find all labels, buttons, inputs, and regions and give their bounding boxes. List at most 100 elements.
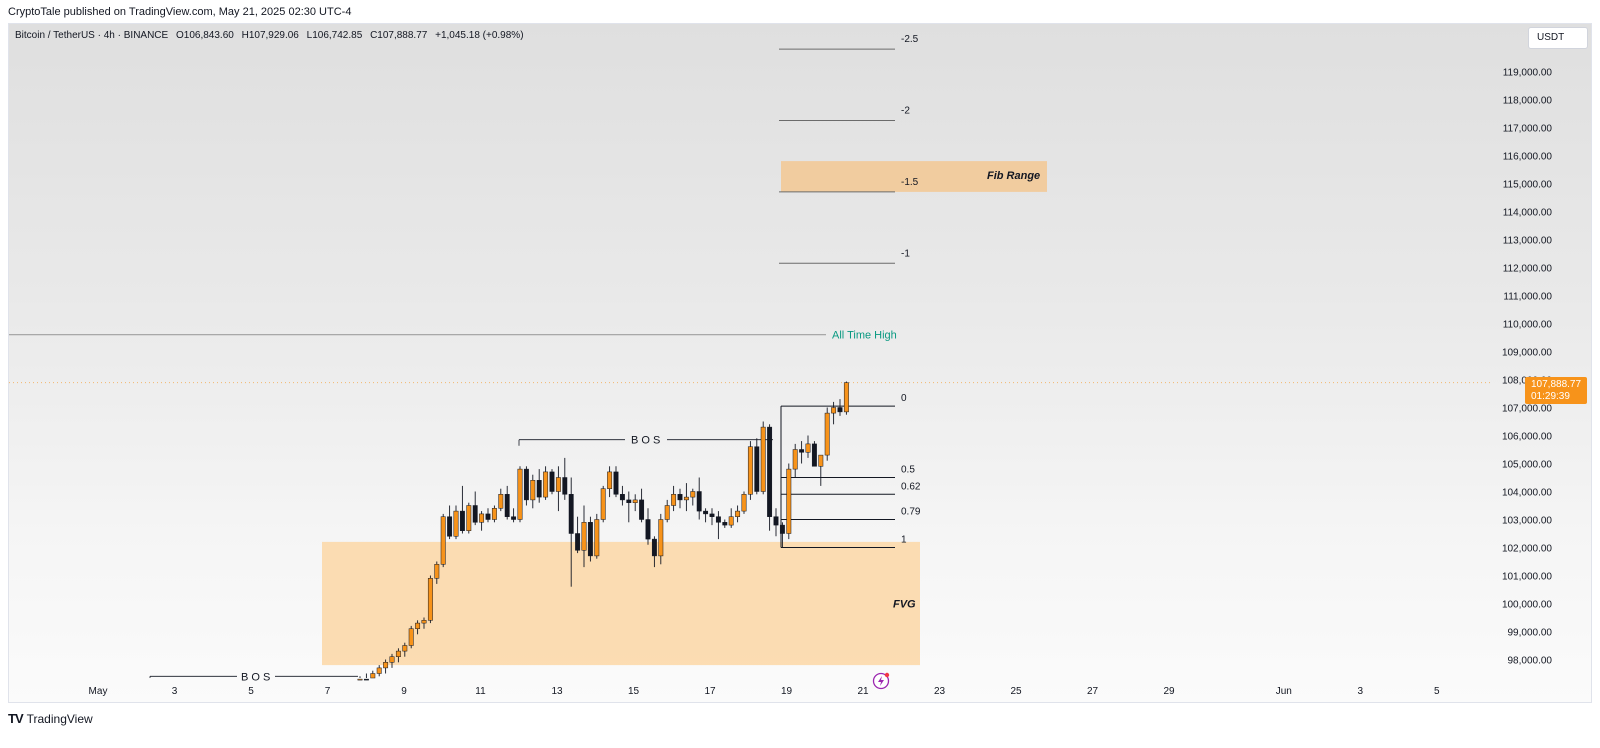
candle bbox=[530, 474, 536, 509]
candle-body bbox=[709, 513, 715, 517]
candle bbox=[741, 491, 747, 514]
candle bbox=[485, 508, 491, 523]
y-tick-label: 99,000.00 bbox=[1508, 628, 1553, 639]
candle-body bbox=[600, 488, 606, 520]
y-tick-label: 114,000.00 bbox=[1503, 208, 1553, 219]
candle-body bbox=[440, 516, 446, 565]
last-price-value: 107,888.77 bbox=[1531, 379, 1582, 390]
candle bbox=[459, 485, 465, 534]
candle-body bbox=[498, 494, 504, 509]
candle bbox=[434, 561, 440, 584]
candle bbox=[383, 659, 389, 674]
candle-body bbox=[459, 510, 465, 531]
fib-range-label: Fib Range bbox=[987, 170, 1040, 182]
candle bbox=[370, 670, 376, 679]
y-tick-label: 112,000.00 bbox=[1503, 264, 1553, 275]
candle-body bbox=[671, 494, 677, 506]
candle-body bbox=[607, 471, 613, 489]
fib-level-label: 0 bbox=[901, 393, 907, 404]
candle-body bbox=[747, 446, 753, 495]
candle-body bbox=[453, 510, 459, 537]
candle-body bbox=[466, 505, 472, 531]
tradingview-logo[interactable]: TV TradingView bbox=[8, 711, 93, 726]
candle-body bbox=[434, 564, 440, 579]
candle-body bbox=[664, 505, 670, 520]
candle bbox=[472, 491, 478, 526]
candle bbox=[728, 508, 734, 528]
candle bbox=[709, 508, 715, 526]
candle bbox=[651, 536, 657, 568]
candle-body bbox=[575, 533, 581, 551]
candle bbox=[440, 513, 446, 568]
candle bbox=[613, 466, 619, 498]
candle-body bbox=[626, 499, 632, 503]
fib-level-label: -1.5 bbox=[901, 177, 919, 188]
candle bbox=[779, 522, 785, 548]
candle bbox=[600, 485, 606, 523]
candle-body bbox=[523, 468, 529, 501]
candle bbox=[690, 488, 696, 506]
y-tick-label: 101,000.00 bbox=[1502, 572, 1552, 583]
candle-body bbox=[792, 449, 798, 470]
candle bbox=[389, 653, 395, 668]
candle bbox=[376, 665, 382, 677]
symbol-name[interactable]: Bitcoin / TetherUS · 4h · BINANCE bbox=[15, 30, 169, 41]
candle bbox=[831, 401, 837, 425]
x-tick-label: 3 bbox=[172, 686, 178, 697]
y-tick-label: 106,000.00 bbox=[1502, 432, 1552, 443]
lightning-icon[interactable] bbox=[872, 672, 890, 690]
candle bbox=[671, 485, 677, 512]
candle bbox=[818, 454, 824, 486]
candle-body bbox=[562, 477, 568, 495]
x-tick-label: 29 bbox=[1163, 686, 1175, 697]
currency-selector[interactable]: USDT bbox=[1528, 27, 1588, 49]
candle-body bbox=[530, 480, 536, 501]
candle bbox=[626, 491, 632, 523]
symbol-info: Bitcoin / TetherUS · 4h · BINANCE O106,8… bbox=[15, 30, 529, 41]
ohlc-open: O106,843.60 bbox=[175, 30, 234, 41]
candle-body bbox=[395, 650, 401, 657]
candle bbox=[645, 508, 651, 545]
candle bbox=[453, 505, 459, 540]
candle-body bbox=[735, 510, 741, 517]
candle-body bbox=[357, 678, 363, 681]
candle bbox=[607, 466, 613, 498]
candle bbox=[658, 513, 664, 565]
x-axis: May 3 5 7 9 11 13 15 17 19 21 23 25 27 29 Jun 3 5 bbox=[89, 686, 1440, 697]
candle-body bbox=[485, 513, 491, 520]
candle-body bbox=[415, 622, 421, 629]
candle bbox=[594, 513, 600, 559]
candle-body bbox=[370, 673, 376, 679]
candle bbox=[632, 494, 638, 512]
candle bbox=[466, 502, 472, 534]
candle bbox=[786, 463, 792, 540]
last-price-tag: 107,888.77 01:29:39 bbox=[1525, 377, 1587, 404]
candle bbox=[491, 505, 497, 523]
y-tick-label: 103,000.00 bbox=[1502, 516, 1552, 527]
candle-body bbox=[645, 519, 651, 540]
y-tick-label: 118,000.00 bbox=[1503, 96, 1553, 107]
candle bbox=[543, 466, 549, 500]
candle bbox=[767, 424, 773, 531]
y-tick-label: 98,000.00 bbox=[1508, 656, 1553, 667]
y-tick-label: 100,000.00 bbox=[1502, 600, 1552, 611]
ohlc-low: L106,742.85 bbox=[306, 30, 363, 41]
x-tick-label: 5 bbox=[1434, 686, 1440, 697]
candle bbox=[511, 508, 517, 523]
candle bbox=[581, 505, 587, 568]
x-tick-label: 25 bbox=[1010, 686, 1022, 697]
candle bbox=[715, 511, 721, 540]
candle-body bbox=[837, 407, 843, 413]
candle-body bbox=[504, 494, 510, 517]
x-tick-label: 27 bbox=[1087, 686, 1099, 697]
candle bbox=[696, 477, 702, 520]
candle bbox=[568, 477, 574, 587]
candle-body bbox=[555, 477, 561, 492]
x-tick-label: 23 bbox=[934, 686, 946, 697]
ohlc-close: C107,888.77 bbox=[370, 30, 428, 41]
y-tick-label: 110,000.00 bbox=[1503, 320, 1553, 331]
candle bbox=[562, 457, 568, 500]
candle bbox=[722, 519, 728, 528]
bar-countdown: 01:29:39 bbox=[1531, 391, 1570, 402]
